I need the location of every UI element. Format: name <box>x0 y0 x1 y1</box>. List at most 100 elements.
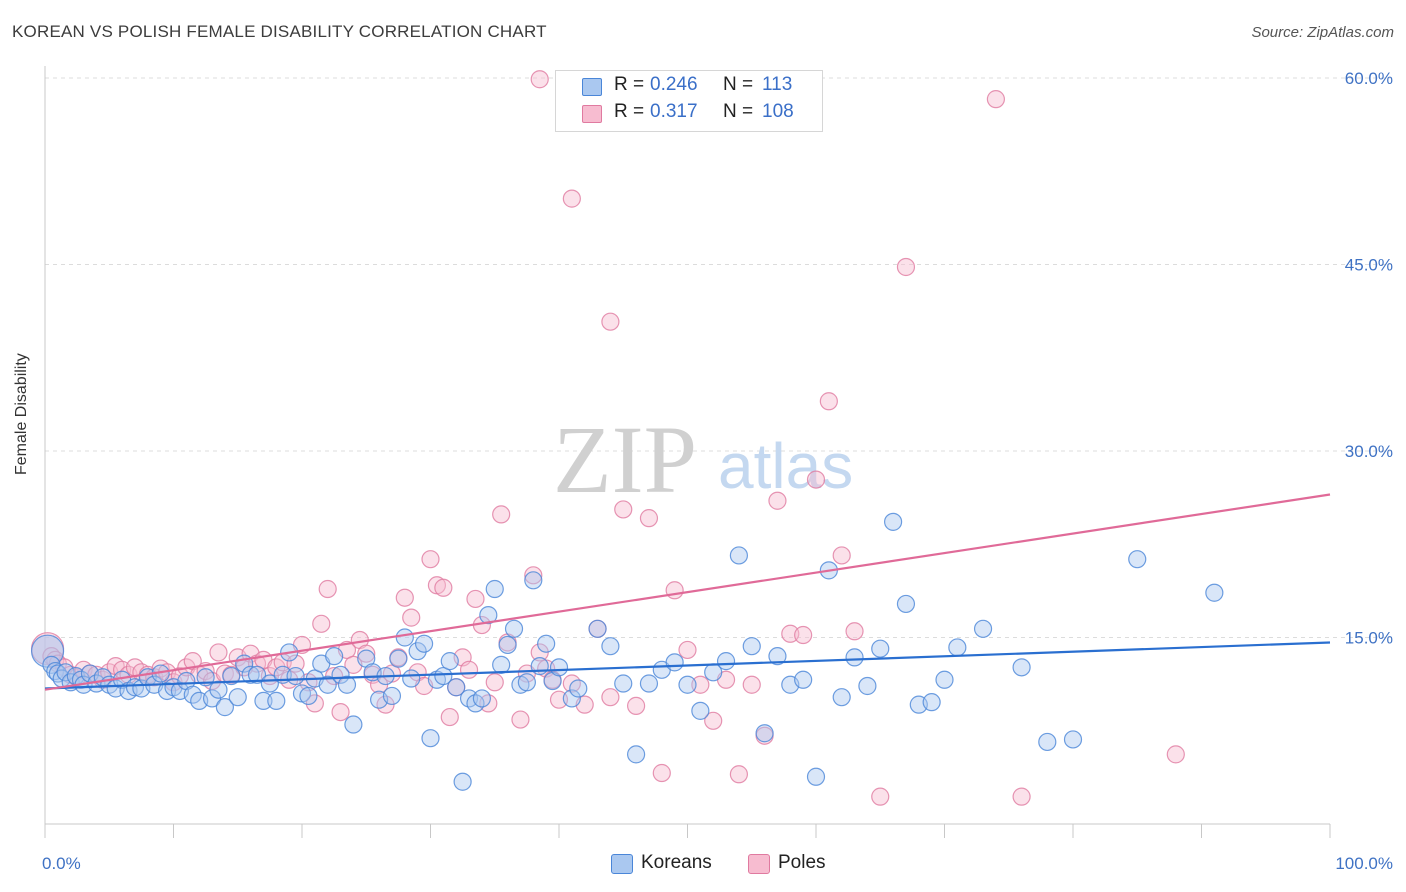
korean-point <box>517 673 536 692</box>
korean-point <box>209 680 228 699</box>
korean-point <box>247 665 267 684</box>
r-value: 0.246 <box>650 74 698 95</box>
korean-point <box>858 676 877 696</box>
korean-point <box>1128 550 1147 569</box>
pole-point <box>1166 745 1185 764</box>
y-tick-label: 45.0% <box>1345 256 1393 275</box>
pole-point <box>614 500 633 519</box>
n-label: N = <box>723 101 754 122</box>
koreans-legend-swatch <box>611 854 633 874</box>
x-tick-label: 100.0% <box>1335 854 1393 873</box>
watermark: ZIP atlas <box>553 406 853 513</box>
pole-point <box>691 675 710 694</box>
korean-point <box>691 701 710 720</box>
source-credit: Source: ZipAtlas.com <box>1251 24 1394 41</box>
korean-point <box>601 637 620 656</box>
korean-point <box>479 606 498 625</box>
korean-point <box>56 663 75 682</box>
pole-point <box>318 579 337 599</box>
korean-point <box>414 634 434 653</box>
pole-point <box>312 614 331 633</box>
gridlines <box>45 77 1392 638</box>
korean-point <box>389 649 408 668</box>
korean-point <box>472 689 491 708</box>
pole-point <box>781 624 800 643</box>
korean-point <box>832 688 851 707</box>
pole-point <box>639 509 659 528</box>
korean-point <box>973 619 993 638</box>
pole-point <box>492 505 511 524</box>
korean-point <box>716 652 736 671</box>
pole-point <box>305 694 324 713</box>
korean-point <box>504 619 524 638</box>
korean-point <box>498 635 517 655</box>
r-label: R = <box>614 101 645 122</box>
korean-point <box>299 686 318 706</box>
pole-point <box>806 470 826 489</box>
pole-point <box>832 546 851 565</box>
pole-point <box>768 491 787 510</box>
poles-legend-swatch <box>748 854 770 874</box>
pole-point <box>845 622 864 641</box>
pole-point <box>459 660 479 679</box>
legend-item-koreans[interactable]: Koreans <box>611 852 721 876</box>
watermark-zip: ZIP <box>553 406 697 513</box>
x-tick-label: 0.0% <box>42 854 81 873</box>
korean-point <box>228 688 247 707</box>
korean-point <box>344 715 363 734</box>
pole-point <box>466 589 485 609</box>
pole-point <box>549 690 569 709</box>
legend-label: Poles <box>778 852 826 873</box>
pole-point <box>652 763 671 783</box>
korean-point <box>665 653 684 672</box>
pole-point <box>530 70 549 89</box>
pole-point <box>434 578 453 597</box>
korean-point <box>485 579 504 599</box>
pole-point <box>331 702 350 722</box>
korean-point <box>524 571 543 590</box>
stats-box: R = 0.246 N = 113 R = 0.317 N = 108 <box>555 70 823 132</box>
korean-point <box>395 628 414 647</box>
pole-point <box>794 625 813 645</box>
korean-point <box>537 634 556 653</box>
stats-row-koreans: R = 0.246 N = 113 <box>556 74 822 100</box>
r-value: 0.317 <box>650 101 698 122</box>
korean-point <box>222 666 241 686</box>
korean-point <box>492 655 511 674</box>
pole-point <box>626 696 646 715</box>
korean-point <box>639 674 659 693</box>
korean-point <box>678 675 697 694</box>
pole-point <box>524 566 543 585</box>
korean-point <box>1205 583 1224 602</box>
poles-swatch <box>582 105 602 123</box>
pole-point <box>286 654 305 673</box>
poles-trend-line <box>44 493 1331 691</box>
y-tick-label: 15.0% <box>1345 629 1393 648</box>
korean-point <box>453 772 472 791</box>
pole-point <box>440 707 459 727</box>
korean-point <box>768 647 787 666</box>
pole-point <box>601 312 620 331</box>
korean-point <box>286 666 305 686</box>
korean-point <box>1038 732 1057 752</box>
korean-point <box>421 729 440 748</box>
watermark-atlas: atlas <box>718 430 853 502</box>
pole-point <box>704 711 723 730</box>
pole-point <box>601 688 620 707</box>
korean-point <box>125 678 145 697</box>
korean-point <box>871 639 890 658</box>
korean-point <box>402 669 421 688</box>
korean-point <box>267 691 286 711</box>
legend-item-poles[interactable]: Poles <box>748 852 838 876</box>
y-tick-label: 60.0% <box>1345 69 1393 88</box>
pole-point <box>819 392 838 411</box>
korean-point <box>729 546 749 565</box>
korean-point <box>1012 658 1031 677</box>
chart-title: KOREAN VS POLISH FEMALE DISABILITY CORRE… <box>12 22 547 41</box>
korean-point <box>408 642 427 661</box>
legend-label: Koreans <box>641 852 712 873</box>
pole-point <box>402 608 421 627</box>
pole-point <box>678 640 697 660</box>
pole-point <box>485 673 504 692</box>
